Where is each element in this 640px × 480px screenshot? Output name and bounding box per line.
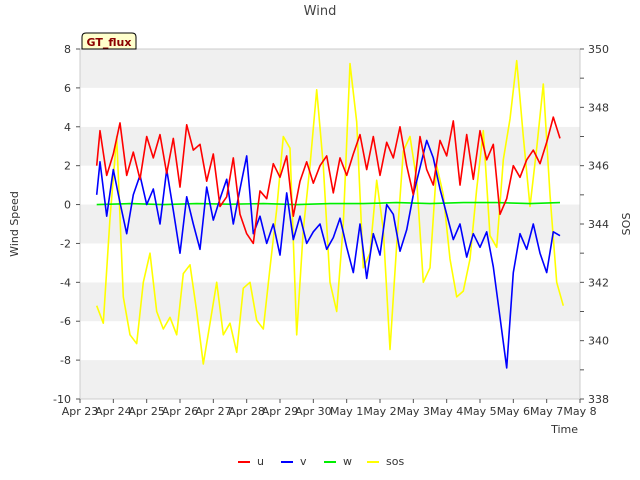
x-tick-label: May 7 bbox=[530, 405, 563, 418]
legend-label-u: u bbox=[257, 455, 264, 468]
y2-tick-label: 344 bbox=[588, 218, 609, 231]
y2-tick-label: 346 bbox=[588, 160, 609, 173]
x-axis-title: Time bbox=[550, 423, 578, 436]
grid-band bbox=[80, 360, 580, 399]
y-tick-label: 8 bbox=[64, 43, 71, 56]
x-tick-label: May 1 bbox=[330, 405, 363, 418]
y-tick-label: -10 bbox=[53, 393, 71, 406]
grid-band bbox=[80, 87, 580, 127]
x-tick-label: Apr 29 bbox=[262, 405, 299, 418]
x-tick-label: Apr 25 bbox=[128, 405, 165, 418]
series-line-w bbox=[96, 201, 561, 206]
y-tick-label: 2 bbox=[64, 160, 71, 173]
x-tick-label: May 3 bbox=[397, 405, 430, 418]
y-tick-label: 0 bbox=[64, 199, 71, 212]
legend: u v w sos bbox=[238, 455, 404, 468]
y-tick-label: 6 bbox=[64, 82, 71, 95]
y-axis-title: Wind Speed bbox=[8, 191, 21, 257]
y-axis-left: -10 -8 -6 -4 -2 0 2 4 6 8 bbox=[53, 43, 80, 406]
y2-tick-label: 350 bbox=[588, 43, 609, 56]
series-line-sos bbox=[95, 59, 565, 365]
y2-tick-label: 342 bbox=[588, 276, 609, 289]
badge: GT_flux bbox=[81, 32, 137, 50]
x-tick-label: Apr 23 bbox=[62, 405, 99, 418]
y-tick-label: -2 bbox=[60, 237, 71, 250]
y-tick-label: -6 bbox=[60, 315, 71, 328]
x-tick-label: May 6 bbox=[497, 405, 530, 418]
x-tick-label: Apr 28 bbox=[228, 405, 265, 418]
x-tick-label: May 2 bbox=[363, 405, 396, 418]
y2-axis-title: SOS bbox=[620, 213, 633, 236]
y-tick-label: -4 bbox=[60, 276, 71, 289]
x-tick-label: Apr 30 bbox=[295, 405, 332, 418]
grid-bands bbox=[80, 49, 580, 399]
y-tick-label: -8 bbox=[60, 354, 71, 367]
legend-label-sos: sos bbox=[386, 455, 404, 468]
y2-tick-label: 338 bbox=[588, 393, 609, 406]
legend-label-v: v bbox=[300, 455, 307, 468]
legend-label-w: w bbox=[343, 455, 352, 468]
grid-band bbox=[80, 126, 580, 166]
grid-band bbox=[80, 204, 580, 244]
series-line-u bbox=[95, 116, 561, 245]
chart-title: Wind bbox=[304, 4, 337, 19]
x-tick-label: May 8 bbox=[563, 405, 596, 418]
x-tick-label: May 5 bbox=[463, 405, 496, 418]
y-axis-right: 338 340 342 344 346 348 350 bbox=[580, 43, 609, 406]
series-lines bbox=[95, 59, 565, 369]
badge-box bbox=[81, 32, 137, 50]
x-tick-label: Apr 24 bbox=[95, 405, 132, 418]
badge-label: GT_flux bbox=[87, 36, 132, 49]
y2-tick-label: 348 bbox=[588, 101, 609, 114]
x-tick-label: May 4 bbox=[430, 405, 463, 418]
series-line-v bbox=[95, 139, 561, 369]
y-tick-label: 4 bbox=[64, 121, 71, 134]
y2-tick-label: 340 bbox=[588, 335, 609, 348]
grid-band bbox=[80, 49, 580, 88]
x-tick-label: Apr 26 bbox=[162, 405, 199, 418]
x-tick-label: Apr 27 bbox=[195, 405, 232, 418]
